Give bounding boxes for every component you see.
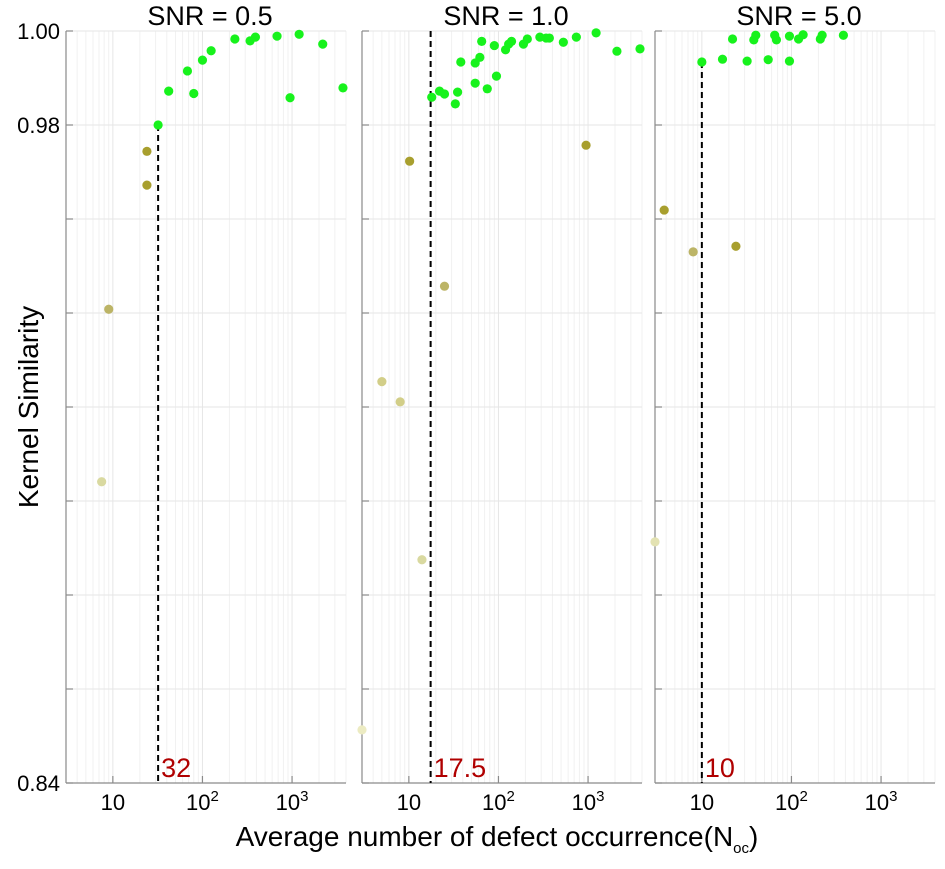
- data-point: [751, 30, 761, 40]
- x-axis-title-end: ): [749, 821, 758, 852]
- data-point: [272, 31, 282, 41]
- x-tick-label: 102: [482, 788, 515, 815]
- y-tick-label: 0.84: [17, 771, 60, 796]
- y-tick-label: 1.00: [17, 19, 60, 44]
- y-axis: 1.00 0.98 0.84: [17, 19, 60, 796]
- panel-title: SNR = 0.5: [147, 1, 272, 31]
- data-point: [197, 55, 208, 65]
- x-tick-label: 103: [865, 788, 898, 815]
- data-point: [784, 31, 795, 41]
- data-point: [285, 93, 295, 103]
- threshold-label: 17.5: [434, 753, 487, 783]
- data-point: [817, 30, 827, 40]
- x-axis-title: Average number of defect occurrence(Noc): [236, 821, 759, 857]
- chart-panels: 10 102 103 SNR = 0.5 32 10 102 103 SNR = 1.0 17.5…: [65, 1, 936, 815]
- data-point: [456, 57, 466, 67]
- data-point: [189, 88, 199, 99]
- x-tick-label: 10: [397, 790, 421, 815]
- data-point: [717, 54, 728, 64]
- data-point: [357, 725, 367, 735]
- data-point: [591, 28, 601, 38]
- data-point: [771, 35, 782, 45]
- data-point: [453, 87, 463, 97]
- panel-title: SNR = 1.0: [443, 1, 568, 31]
- data-point: [427, 92, 437, 102]
- y-tick-label: 0.98: [17, 113, 60, 138]
- data-point: [489, 40, 499, 51]
- data-point: [522, 34, 532, 44]
- panel-1: 10 102 103 SNR = 0.5 32: [65, 1, 348, 815]
- panel-title: SNR = 5.0: [736, 1, 861, 31]
- data-point: [294, 29, 304, 39]
- data-point: [405, 156, 415, 166]
- data-point: [727, 34, 738, 44]
- data-point: [439, 89, 450, 99]
- data-point: [250, 32, 261, 42]
- data-point: [97, 477, 107, 487]
- data-point: [142, 146, 152, 156]
- data-point: [659, 205, 669, 215]
- data-point: [475, 52, 485, 62]
- data-point: [650, 537, 660, 547]
- data-point: [571, 32, 581, 42]
- data-point: [635, 44, 645, 54]
- data-point: [450, 99, 460, 109]
- data-point: [688, 247, 698, 257]
- data-point: [338, 83, 348, 93]
- data-point: [612, 46, 622, 56]
- data-point: [230, 34, 240, 44]
- data-point: [439, 281, 450, 291]
- data-point: [784, 56, 795, 66]
- x-tick-label: 10: [101, 790, 125, 815]
- x-tick-label: 103: [572, 788, 605, 815]
- x-tick-label: 103: [276, 788, 309, 815]
- data-point: [558, 37, 568, 47]
- data-point: [182, 66, 193, 76]
- panel-2: 10 102 103 SNR = 1.0 17.5: [357, 1, 645, 815]
- threshold-label: 32: [161, 753, 191, 783]
- data-point: [838, 30, 849, 40]
- data-point: [142, 180, 152, 190]
- data-point: [697, 57, 707, 67]
- data-point: [470, 78, 480, 88]
- data-point: [763, 55, 773, 65]
- data-point: [417, 555, 427, 565]
- data-point: [581, 140, 591, 150]
- data-point: [318, 39, 328, 49]
- x-tick-label: 10: [690, 790, 714, 815]
- x-tick-label: 102: [186, 788, 219, 815]
- y-axis-title: Kernel Similarity: [13, 306, 44, 508]
- threshold-label: 10: [705, 753, 735, 783]
- data-point: [731, 241, 741, 251]
- data-point: [395, 397, 405, 407]
- data-point: [482, 84, 492, 94]
- x-tick-label: 102: [775, 788, 808, 815]
- data-point: [491, 71, 502, 81]
- x-axis-title-main: Average number of defect occurrence(N: [236, 821, 734, 852]
- data-point: [164, 86, 174, 96]
- data-point: [798, 30, 808, 40]
- data-point: [153, 120, 163, 130]
- x-axis-title-subscript: oc: [733, 840, 749, 857]
- data-point: [206, 46, 216, 56]
- data-point: [477, 36, 487, 46]
- data-point: [742, 56, 752, 66]
- data-point: [544, 33, 554, 43]
- panel-3: 10 102 103 SNR = 5.0 10: [650, 1, 936, 815]
- data-point: [377, 377, 387, 387]
- data-point: [506, 36, 517, 46]
- data-point: [104, 304, 114, 314]
